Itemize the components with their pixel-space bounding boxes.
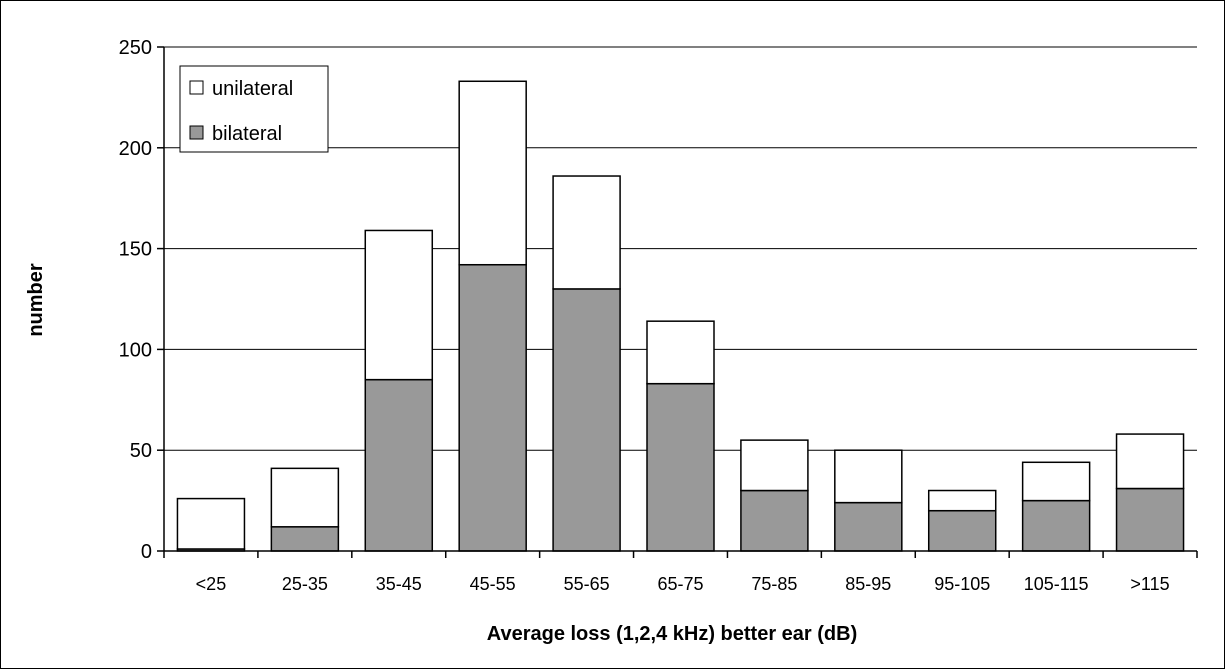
bar-unilateral bbox=[927, 489, 997, 512]
y-tick-label: 150 bbox=[119, 239, 152, 261]
x-tick-label: 25-35 bbox=[282, 574, 328, 594]
y-tick-labels: 0 50 100 150 200 250 bbox=[119, 37, 152, 563]
bar-bilateral bbox=[646, 382, 715, 552]
bar-bilateral bbox=[834, 501, 903, 552]
bar-unilateral bbox=[176, 497, 246, 550]
bar-unilateral bbox=[1115, 433, 1185, 490]
y-tick-label: 200 bbox=[119, 138, 152, 160]
legend-label-unilateral: unilateral bbox=[212, 78, 293, 100]
x-axis-title: Average loss (1,2,4 kHz) better ear (dB) bbox=[487, 623, 858, 645]
x-tick-label: 35-45 bbox=[376, 574, 422, 594]
bar-unilateral bbox=[1021, 461, 1091, 502]
bar-bilateral bbox=[364, 378, 434, 552]
x-tick-labels: <25 25-35 35-45 45-55 55-65 65-75 75-85 85-95 95… bbox=[196, 574, 1170, 594]
bar-bilateral bbox=[1115, 487, 1185, 552]
bar-unilateral bbox=[740, 439, 809, 492]
x-tick-label: 105-115 bbox=[1024, 574, 1089, 594]
bar-unilateral bbox=[270, 467, 340, 528]
bar-unilateral bbox=[552, 175, 621, 290]
legend-box bbox=[179, 65, 329, 153]
bars bbox=[176, 80, 1185, 552]
y-tick-label: 50 bbox=[130, 440, 152, 462]
x-tick-label: <25 bbox=[196, 574, 227, 594]
legend-swatch-bilateral bbox=[189, 125, 204, 140]
y-tick-label: 100 bbox=[119, 339, 152, 361]
bar-bilateral bbox=[740, 489, 809, 552]
bar-unilateral bbox=[646, 320, 715, 385]
x-tick-label: 55-65 bbox=[564, 574, 610, 594]
x-tick-label: 85-95 bbox=[845, 574, 891, 594]
legend-swatch-unilateral bbox=[189, 80, 204, 95]
axes bbox=[157, 46, 1198, 558]
bar-bilateral bbox=[458, 263, 527, 552]
y-tick-label: 0 bbox=[141, 541, 152, 563]
x-tick-label: 65-75 bbox=[657, 574, 703, 594]
bar-unilateral bbox=[364, 229, 434, 381]
x-tick-label: 75-85 bbox=[751, 574, 797, 594]
y-axis-title: number bbox=[25, 263, 47, 337]
x-tick-label: 45-55 bbox=[470, 574, 516, 594]
bar-unilateral bbox=[458, 80, 527, 266]
bar-unilateral bbox=[834, 449, 903, 504]
y-tick-label: 250 bbox=[119, 37, 152, 59]
bar-bilateral bbox=[270, 526, 340, 552]
legend: unilateral bilateral bbox=[179, 65, 329, 153]
x-tick-label: >115 bbox=[1130, 574, 1169, 594]
legend-label-bilateral: bilateral bbox=[212, 123, 282, 145]
x-tick-label: 95-105 bbox=[934, 574, 990, 594]
bar-bilateral bbox=[927, 509, 997, 552]
bar-bilateral bbox=[1021, 499, 1091, 552]
bar-bilateral bbox=[552, 288, 621, 552]
